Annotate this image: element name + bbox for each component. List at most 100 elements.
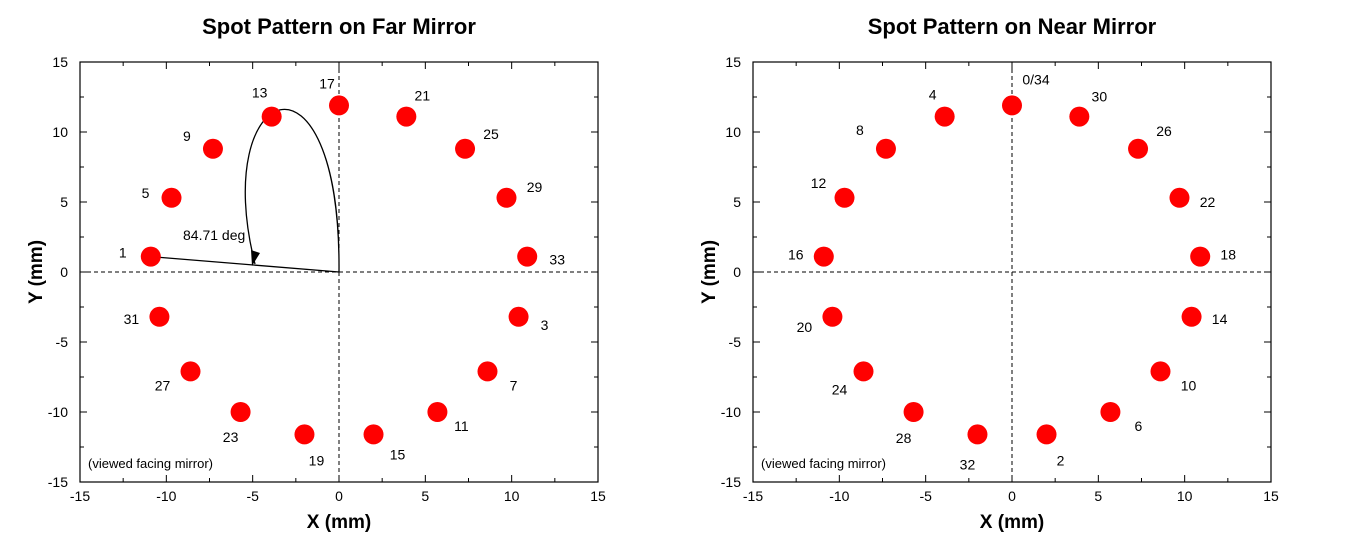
far-spot-marker — [294, 424, 315, 445]
near-spot-marker — [853, 361, 874, 382]
far-spot-marker — [396, 106, 417, 127]
far-x-tick-label: -10 — [156, 488, 176, 504]
far-spot-label: 17 — [319, 75, 335, 91]
near-spot-label: 0/34 — [1022, 71, 1049, 87]
far-angle-arrowhead — [251, 250, 260, 266]
far-spot-label: 25 — [483, 126, 499, 142]
far-spot-label: 27 — [155, 377, 171, 393]
far-spot-label: 33 — [549, 252, 565, 268]
near-spot-marker — [1128, 138, 1149, 159]
near-spot-label: 8 — [856, 122, 864, 138]
near-spot-marker — [1150, 361, 1171, 382]
far-spot-marker — [496, 187, 517, 208]
near-spot-label: 26 — [1156, 123, 1172, 139]
near-x-tick-label: -5 — [919, 488, 932, 504]
near-view-note: (viewed facing mirror) — [761, 456, 886, 471]
near-spot-label: 30 — [1092, 89, 1108, 105]
near-spot-label: 28 — [896, 430, 912, 446]
far-spot-label: 1 — [119, 245, 127, 261]
far-spot-marker — [202, 138, 223, 159]
far-angle-ray — [150, 255, 340, 273]
far-y-tick-label: -10 — [48, 404, 68, 420]
near-mirror-plot: Spot Pattern on Near Mirror -15 -10 -5 0 5 10 1… — [699, 14, 1279, 533]
near-spot-marker — [813, 246, 834, 267]
far-y-tick-label: 15 — [52, 54, 68, 70]
near-spot-marker — [834, 187, 855, 208]
near-spot-label: 12 — [811, 175, 827, 191]
far-spot-marker — [477, 361, 498, 382]
far-mirror-chart: Spot Pattern on Far Mirror -15 -10 -5 0 5 10 15… — [26, 14, 606, 533]
near-spot-marker — [1036, 424, 1057, 445]
near-spot-label: 14 — [1212, 311, 1228, 327]
far-mirror-plot: Spot Pattern on Far Mirror-15 -10 -5 0 5 10 15… — [26, 14, 606, 533]
near-y-tick-label: -10 — [721, 404, 741, 420]
near-spot-label: 32 — [960, 456, 976, 472]
near-spot-marker — [967, 424, 988, 445]
far-x-tick-label: -15 — [70, 488, 90, 504]
far-spot-label: 9 — [183, 128, 191, 144]
near-y-tick-label: -15 — [721, 474, 741, 490]
far-spot-marker — [180, 361, 201, 382]
far-spot-marker — [161, 187, 182, 208]
near-spot-label: 18 — [1220, 247, 1236, 263]
near-spot-label: 20 — [797, 319, 813, 335]
far-chart-title: Spot Pattern on Far Mirror — [202, 14, 476, 39]
far-spot-marker — [230, 402, 251, 422]
near-spot-label: 10 — [1181, 377, 1197, 393]
near-y-tick-label: 15 — [725, 54, 741, 70]
near-mirror-chart: Spot Pattern on Near Mirror -15 -10 -5 0 5 10 1… — [673, 0, 1346, 553]
near-spot-marker — [1181, 306, 1202, 327]
far-angle-label: 84.71 deg — [183, 227, 245, 243]
near-y-tick-label: -5 — [729, 334, 742, 350]
far-spot-marker — [508, 306, 529, 327]
far-spot-label: 19 — [309, 452, 325, 468]
far-spot-label: 23 — [223, 429, 239, 445]
far-spot-marker — [427, 402, 448, 422]
near-spot-marker — [1002, 95, 1022, 116]
far-spot-marker — [261, 106, 282, 127]
near-x-tick-label: 15 — [1263, 488, 1279, 504]
near-x-tick-label: -15 — [743, 488, 763, 504]
near-spot-label: 4 — [929, 87, 937, 103]
far-y-tick-label: 10 — [52, 124, 68, 140]
near-chart-title: Spot Pattern on Near Mirror — [868, 14, 1157, 39]
far-x-axis-label: X (mm) — [307, 512, 371, 533]
far-spot-label: 11 — [454, 418, 469, 434]
near-spot-marker — [1069, 106, 1090, 127]
far-x-tick-label: 5 — [421, 488, 429, 504]
near-x-axis-label: X (mm) — [980, 512, 1044, 533]
near-spot-label: 2 — [1057, 452, 1065, 468]
far-spot-marker — [140, 246, 161, 267]
near-spot-marker — [1100, 402, 1121, 422]
far-spot-label: 31 — [124, 311, 140, 327]
far-y-tick-label: -5 — [56, 334, 69, 350]
far-view-note: (viewed facing mirror) — [88, 456, 213, 471]
near-spot-label: 22 — [1200, 194, 1216, 210]
near-spot-marker — [875, 138, 896, 159]
near-spot-marker — [934, 106, 955, 127]
far-spot-marker — [517, 246, 538, 267]
near-x-tick-label: 10 — [1177, 488, 1193, 504]
far-spot-label: 15 — [390, 446, 406, 462]
near-spot-marker — [1169, 187, 1190, 208]
far-angle-arc — [244, 108, 340, 273]
near-spot-marker — [822, 306, 843, 327]
far-spot-label: 29 — [527, 179, 543, 195]
near-y-axis-label: Y (mm) — [699, 240, 720, 304]
far-spot-marker — [455, 138, 476, 159]
near-spot-label: 6 — [1135, 418, 1143, 434]
near-y-tick-label: 5 — [733, 194, 741, 210]
far-y-axis-label: Y (mm) — [26, 240, 47, 304]
near-y-tick-label: 10 — [725, 124, 741, 140]
far-spot-label: 7 — [510, 377, 518, 393]
near-x-tick-label: 0 — [1008, 488, 1016, 504]
far-spot-label: 5 — [142, 185, 150, 201]
far-spot-label: 21 — [415, 88, 431, 104]
far-x-tick-label: 10 — [504, 488, 520, 504]
near-x-tick-label: -10 — [829, 488, 849, 504]
far-x-tick-label: 0 — [335, 488, 343, 504]
far-y-tick-label: -15 — [48, 474, 68, 490]
far-spot-label: 3 — [541, 317, 549, 333]
near-y-tick-label: 0 — [733, 264, 741, 280]
near-spot-label: 16 — [788, 247, 804, 263]
